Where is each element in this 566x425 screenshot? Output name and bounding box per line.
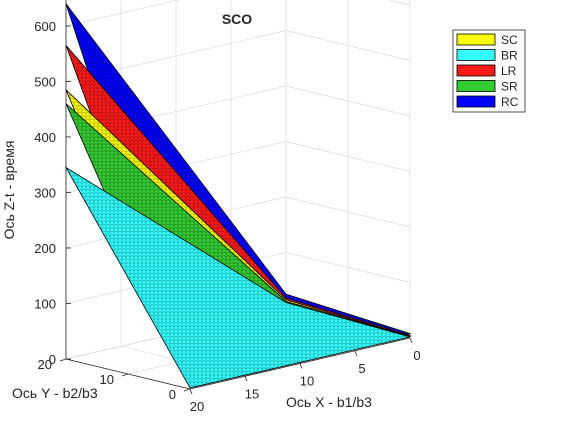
- y-axis-label: Ось Y - b2/b3: [12, 385, 98, 401]
- x-tick-label: 10: [300, 374, 314, 389]
- z-tick-label: 200: [34, 241, 56, 256]
- legend-label-rc: RC: [501, 95, 519, 109]
- surface-mesh-br: [66, 167, 410, 388]
- z-tick-label: 300: [34, 186, 56, 201]
- legend-label-sc: SC: [501, 33, 518, 47]
- x-tick-label: 15: [245, 386, 259, 401]
- z-axis-label: Ось Z-t - время: [1, 141, 17, 240]
- y-tick: [183, 388, 191, 392]
- legend-label-br: BR: [501, 49, 518, 63]
- x-tick-label: 5: [358, 361, 365, 376]
- chart-title: SCO: [222, 11, 252, 27]
- x-tick-label: 0: [413, 348, 420, 363]
- legend-swatch-br: [456, 49, 496, 61]
- legend-label-lr: LR: [501, 64, 517, 78]
- surface-plots: [64, 3, 412, 389]
- y-tick-label: 10: [100, 372, 114, 387]
- y-tick: [121, 373, 129, 377]
- y-tick: [59, 358, 67, 362]
- x-tick: [244, 376, 248, 382]
- x-tick-label: 20: [190, 399, 204, 414]
- legend-swatch-sr: [456, 80, 496, 92]
- legend-swatch-lr: [456, 64, 496, 77]
- x-tick: [189, 388, 193, 395]
- legend-swatch-rc: [456, 95, 496, 108]
- z-tick-label: 0: [49, 352, 56, 367]
- z-tick-label: 500: [34, 75, 56, 90]
- x-tick: [354, 350, 358, 356]
- y-tick-label: 0: [169, 387, 176, 402]
- x-axis-label: Ось X - b1/b3: [286, 394, 372, 410]
- z-tick-label: 600: [34, 19, 56, 34]
- legend-swatch-sc: [456, 33, 496, 46]
- x-tick: [299, 363, 303, 369]
- x-tick: [409, 337, 413, 344]
- legend-label-sr: SR: [501, 80, 518, 94]
- z-tick-label: 100: [34, 297, 56, 312]
- z-tick-label: 400: [34, 130, 56, 145]
- y-tick-label: 20: [38, 357, 52, 372]
